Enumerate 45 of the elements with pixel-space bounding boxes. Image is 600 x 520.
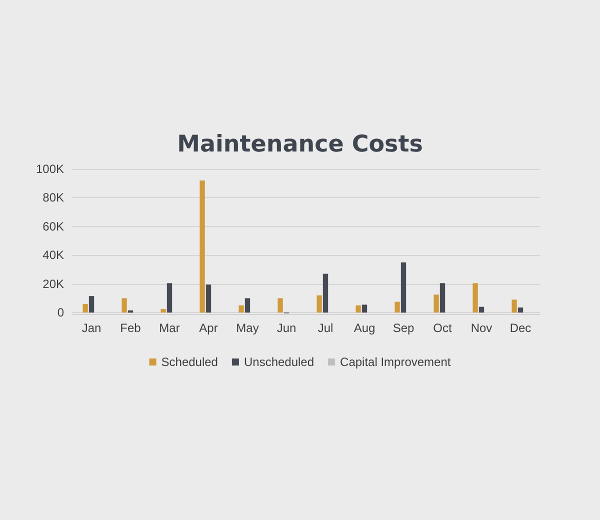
bar [478, 306, 484, 313]
x-tick-label: Mar [159, 321, 180, 335]
x-tick-label: Jan [82, 321, 102, 335]
legend-label: Unscheduled [244, 355, 314, 369]
y-tick-label: 100K [36, 162, 64, 176]
y-tick-label: 0 [57, 306, 64, 320]
bar [356, 305, 361, 313]
bar [362, 304, 368, 313]
legend-label: Capital Improvement [340, 355, 452, 369]
bar [278, 298, 283, 313]
bar [434, 294, 439, 313]
bar [322, 274, 328, 313]
bar [512, 300, 517, 313]
x-tick-label: Sep [392, 321, 414, 335]
x-tick-label: Nov [470, 321, 492, 335]
bar [244, 298, 250, 313]
bar [166, 283, 172, 313]
y-tick-label: 20K [42, 276, 64, 291]
x-tick-label: Apr [199, 321, 218, 335]
bar [472, 283, 478, 313]
x-tick-label: Jun [276, 321, 296, 335]
bar [82, 304, 88, 313]
bar [400, 262, 406, 313]
legend-label: Scheduled [161, 355, 218, 369]
y-tick-label: 80K [42, 190, 64, 205]
bar [206, 284, 212, 313]
bar [88, 296, 94, 313]
y-tick-label: 40K [42, 248, 64, 262]
bar [128, 310, 134, 313]
x-tick-label: Dec [510, 321, 532, 335]
bar [160, 308, 166, 313]
bar [316, 295, 322, 313]
x-tick-label: Oct [433, 321, 452, 335]
x-tick-label: Feb [120, 321, 142, 335]
bar [122, 298, 127, 313]
bar [394, 302, 400, 313]
x-tick-label: May [236, 321, 259, 335]
bar [440, 283, 446, 313]
bar [200, 180, 205, 313]
x-tick-label: Jul [318, 321, 334, 335]
x-tick-label: Aug [354, 321, 376, 335]
y-tick-label: 60K [42, 219, 64, 234]
chart-title: Maintenance Costs [177, 132, 423, 158]
bar [518, 308, 524, 313]
bar [238, 305, 244, 313]
